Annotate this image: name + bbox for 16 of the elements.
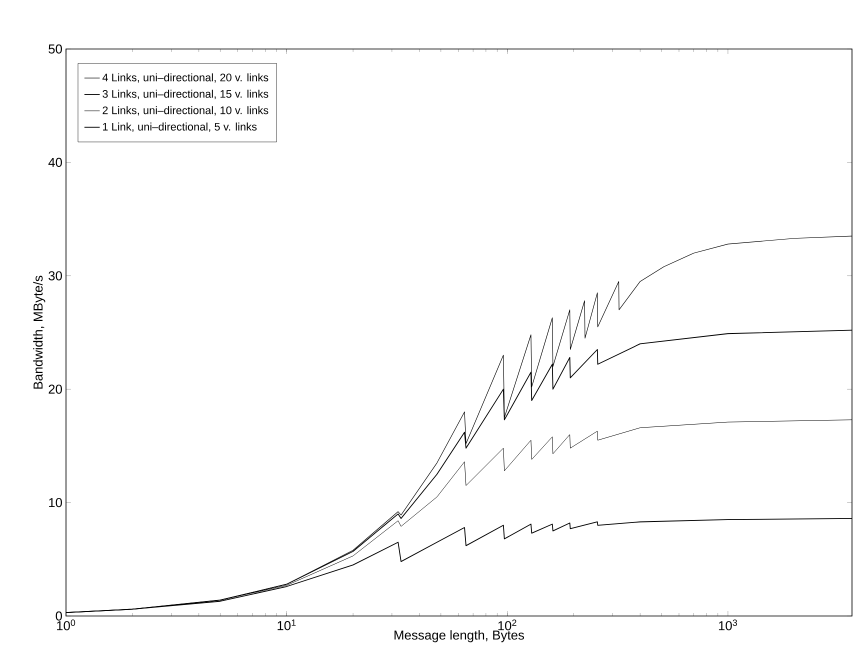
y-axis-title: Bandwidth, MByte/s bbox=[33, 276, 46, 389]
legend-label: 4 Links, uni–directional, 20 v. links bbox=[102, 74, 268, 83]
y-tick-label: 40 bbox=[48, 158, 62, 168]
x-tick-label: 10$^{2}$ bbox=[498, 620, 516, 631]
y-tick-label: 10 bbox=[49, 498, 62, 508]
legend-label: 3 Links, uni–directional, 15 v. links bbox=[102, 90, 268, 100]
y-tick-label: 20 bbox=[48, 384, 62, 394]
x-tick-label: 10$^{0}$ bbox=[57, 620, 76, 631]
x-axis-title: Message length, Bytes bbox=[394, 630, 524, 642]
y-tick-label: 30 bbox=[48, 271, 62, 281]
y-tick-label: 0 bbox=[56, 612, 62, 621]
x-tick-label: 10$^{1}$ bbox=[278, 620, 296, 630]
legend-label: 1 Link, uni–directional, 5 v. links bbox=[102, 122, 257, 132]
x-tick-label: 10$^{3}$ bbox=[718, 620, 738, 631]
y-tick-label: 50 bbox=[48, 44, 62, 54]
legend-label: 2 Links, uni–directional, 10 v. links bbox=[102, 106, 268, 116]
